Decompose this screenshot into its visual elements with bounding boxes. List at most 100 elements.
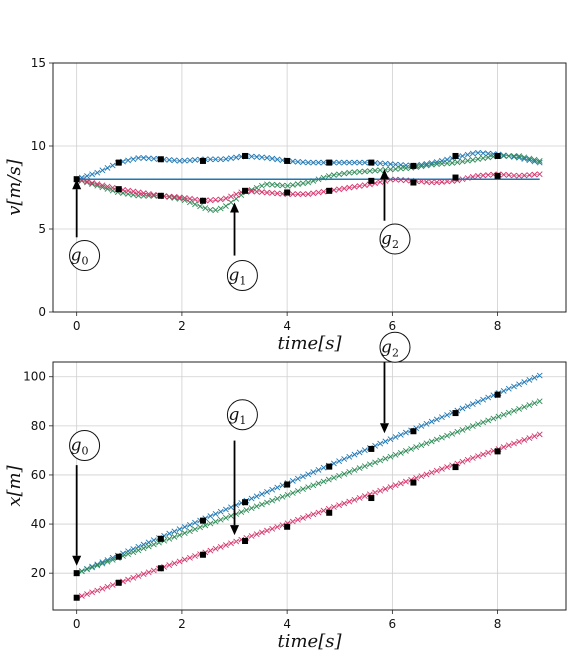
x-tick-label: 4 bbox=[283, 617, 291, 631]
data-point bbox=[410, 179, 417, 186]
annotation-circle bbox=[226, 399, 258, 431]
arrow-head bbox=[379, 169, 389, 180]
arrow-head bbox=[230, 202, 240, 213]
y-axis-label: v[m/s] bbox=[4, 158, 25, 216]
y-axis-label: x[m] bbox=[4, 464, 25, 506]
x-axis-label: time[s] bbox=[278, 333, 343, 354]
x-tick-label: 6 bbox=[389, 617, 397, 631]
annotation-subscript: 0 bbox=[82, 255, 89, 268]
data-point bbox=[494, 172, 501, 179]
y-tick-label: 80 bbox=[31, 419, 46, 433]
annotation-base: g bbox=[71, 435, 82, 455]
arrow-head bbox=[72, 179, 82, 190]
x-tick-label: 0 bbox=[73, 617, 81, 631]
y-tick-label: 60 bbox=[31, 468, 46, 482]
axes-frame bbox=[52, 62, 567, 313]
data-point bbox=[368, 445, 375, 452]
annotation-label: g1 bbox=[228, 265, 246, 287]
annotation-label: g1 bbox=[228, 405, 246, 427]
annotation-label: g0 bbox=[71, 246, 89, 268]
data-point bbox=[326, 187, 333, 194]
data-point bbox=[452, 410, 459, 417]
data-point bbox=[494, 391, 501, 398]
data-point bbox=[242, 538, 249, 545]
data-point bbox=[368, 495, 375, 502]
data-point bbox=[284, 157, 291, 164]
data-point bbox=[284, 481, 291, 488]
y-tick-label: 100 bbox=[23, 370, 46, 384]
annotation-circle bbox=[379, 331, 411, 363]
data-point bbox=[452, 152, 459, 159]
series-x-markers bbox=[73, 372, 543, 577]
series-x-markers bbox=[73, 431, 543, 601]
data-point bbox=[157, 565, 164, 572]
arrow-head bbox=[230, 525, 240, 536]
data-point bbox=[452, 174, 459, 181]
data-point bbox=[494, 152, 501, 159]
data-point bbox=[326, 159, 333, 166]
data-point bbox=[73, 570, 80, 577]
data-point bbox=[242, 499, 249, 506]
series-line bbox=[76, 152, 540, 180]
y-tick-label: 15 bbox=[31, 56, 46, 70]
annotation-base: g bbox=[381, 337, 392, 357]
data-point bbox=[73, 594, 80, 601]
data-point bbox=[410, 428, 417, 435]
data-point bbox=[157, 156, 164, 163]
data-point bbox=[242, 152, 249, 159]
annotation-label: g0 bbox=[71, 435, 89, 457]
data-point bbox=[368, 177, 375, 184]
arrow-head bbox=[72, 555, 82, 566]
series-x-markers bbox=[73, 171, 543, 204]
annotation-label: g2 bbox=[381, 229, 399, 251]
annotation-circle bbox=[226, 259, 258, 291]
annotation-subscript: 2 bbox=[392, 346, 399, 359]
data-point bbox=[284, 189, 291, 196]
data-point bbox=[326, 509, 333, 516]
annotation-base: g bbox=[381, 229, 392, 249]
data-point bbox=[199, 197, 206, 204]
data-point bbox=[410, 479, 417, 486]
annotation-subscript: 1 bbox=[239, 414, 246, 427]
x-tick-label: 4 bbox=[283, 319, 291, 333]
annotation-label: g2 bbox=[381, 337, 399, 359]
annotation-base: g bbox=[71, 246, 82, 266]
x-tick-label: 8 bbox=[494, 319, 502, 333]
data-point bbox=[157, 192, 164, 199]
data-point bbox=[242, 187, 249, 194]
annotation-circle bbox=[69, 429, 101, 461]
y-tick-label: 20 bbox=[31, 566, 46, 580]
data-point bbox=[284, 523, 291, 530]
data-point bbox=[368, 159, 375, 166]
data-point bbox=[410, 162, 417, 169]
arrow-head bbox=[379, 423, 389, 434]
data-point bbox=[115, 186, 122, 193]
data-point bbox=[157, 535, 164, 542]
axes-frame bbox=[52, 361, 567, 611]
y-tick-label: 10 bbox=[31, 139, 46, 153]
x-axis-label: time[s] bbox=[278, 631, 343, 652]
annotation-subscript: 2 bbox=[392, 238, 399, 251]
series-line bbox=[76, 173, 540, 202]
data-point bbox=[494, 448, 501, 455]
y-tick-label: 5 bbox=[38, 222, 46, 236]
data-point bbox=[199, 157, 206, 164]
annotation-base: g bbox=[228, 265, 239, 285]
x-tick-label: 8 bbox=[494, 617, 502, 631]
x-tick-label: 0 bbox=[73, 319, 81, 333]
data-point bbox=[115, 159, 122, 166]
annotation-subscript: 1 bbox=[239, 274, 246, 287]
data-point bbox=[115, 579, 122, 586]
x-tick-label: 6 bbox=[389, 319, 397, 333]
x-tick-label: 2 bbox=[178, 319, 186, 333]
annotation-circle bbox=[69, 240, 101, 272]
y-tick-label: 0 bbox=[38, 305, 46, 319]
annotation-base: g bbox=[228, 405, 239, 425]
data-point bbox=[199, 517, 206, 524]
data-point bbox=[115, 553, 122, 560]
y-tick-label: 40 bbox=[31, 517, 46, 531]
x-tick-label: 2 bbox=[178, 617, 186, 631]
